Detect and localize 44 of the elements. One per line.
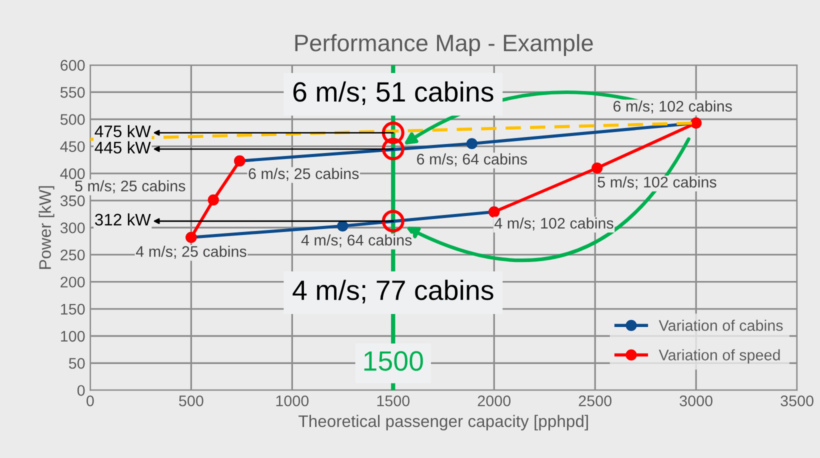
annotation: 5 m/s; 25 cabins [75,180,186,194]
x-axis-title: Theoretical passenger capacity [pphpd] [298,414,588,430]
y-axis-title: Power [kW] [38,186,54,269]
annotation: 312 kW [95,213,151,226]
annotation: 6 m/s; 51 cabins [293,81,494,106]
point [337,220,348,232]
y-tick-label: 200 [60,276,85,288]
x-tick-label: 2000 [478,395,511,406]
y-tick-label: 550 [60,87,85,98]
point [208,194,219,206]
x-tick-label: 3500 [780,395,814,406]
annotation: 4 m/s; 64 cabins [301,234,412,248]
y-tick-label: 400 [60,168,85,180]
y-tick-label: 50 [68,358,85,369]
annotation: 6 m/s; 25 cabins [248,168,359,181]
annotation: 6 m/s; 64 cabins [417,153,527,166]
x-tick-label: 3000 [680,395,712,406]
y-tick-label: 100 [61,330,85,342]
y-tick-label: 600 [60,60,85,71]
ref-line-label: 1500 [364,351,423,371]
annotation: 4 m/s; 25 cabins [136,246,246,259]
y-tick-label: 150 [61,304,85,315]
legend-label: Variation of cabins [658,320,783,331]
y-tick-label: 450 [60,141,85,152]
annotation: 4 m/s; 77 cabins [292,280,494,304]
point [466,138,478,150]
point [592,162,603,174]
x-tick-label: 2500 [578,395,612,406]
x-tick-label: 0 [86,395,94,406]
annotation: 5 m/s; 102 cabins [598,176,716,190]
annotation: 4 m/s; 102 cabins [494,217,614,230]
y-tick-label: 0 [77,385,85,396]
legend-label: Variation of speed [658,349,780,364]
y-tick-label: 300 [60,222,85,234]
y-tick-label: 500 [60,114,85,125]
annotation: 445 kW [94,141,151,154]
y-tick-label: 350 [60,195,85,206]
annotation: 6 m/s; 102 cabins [614,100,732,114]
y-tick-label: 250 [60,250,85,260]
x-tick-label: 1000 [276,395,309,406]
annotation: 475 kW [94,125,151,138]
x-tick-label: 1500 [377,395,410,406]
x-tick-label: 500 [179,395,204,406]
chart-title: Performance Map - Example [295,34,593,56]
